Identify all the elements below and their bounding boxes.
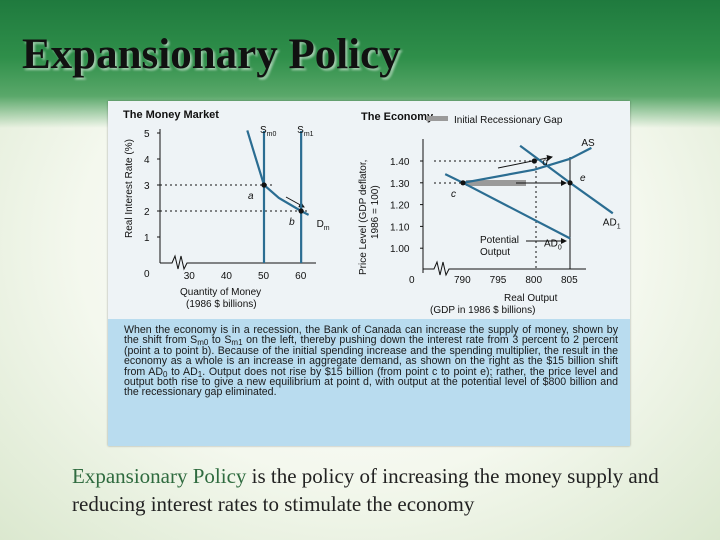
money-point-label-a: a — [248, 191, 254, 202]
definition-text: Expansionary Policy is the policy of inc… — [72, 462, 692, 518]
economy-x-tick-label: 795 — [490, 275, 507, 286]
money-x-axis-label: Quantity of Money — [180, 287, 261, 298]
ad-shift-arrow-1 — [497, 155, 553, 169]
economy-y-tick-label: 1.10 — [390, 222, 410, 233]
money-y-tick-label: 3 — [144, 181, 150, 192]
economy-point-e — [567, 180, 573, 186]
economy-y-axis-label: Price Level (GDP deflator, — [358, 160, 369, 275]
gap-legend-label: Initial Recessionary Gap — [454, 115, 563, 126]
money-x-tick-label: 30 — [184, 271, 196, 282]
economy-x-tick-label: 805 — [561, 275, 578, 286]
economy-chart: The Economy Initial Recessionary Gap Pri… — [358, 111, 621, 316]
money-supply-label-sm0: Sm0 — [260, 125, 277, 138]
gap-legend-swatch — [426, 116, 448, 121]
money-point-label-b: b — [289, 217, 295, 228]
economy-y-tick-label: 1.20 — [390, 201, 410, 212]
economy-curve-label-ad0: AD0 — [544, 238, 562, 251]
caption-sub-2: m1 — [231, 338, 243, 348]
caption-sub-4: 1 — [197, 369, 203, 379]
economy-curve-label-ad1: AD1 — [603, 217, 621, 230]
money-point-a — [261, 182, 267, 188]
economy-y-tick-label: 1.30 — [390, 179, 410, 190]
money-x-tick-label: 60 — [295, 271, 307, 282]
caption-sub-3: 0 — [163, 369, 168, 379]
money-y-tick-label: 2 — [144, 207, 150, 218]
caption-part-2: to S — [208, 334, 232, 347]
money-y-tick-label: 1 — [144, 233, 150, 244]
economy-y-tick-label: 1.00 — [390, 244, 410, 255]
economy-x-axis-label-2: (GDP in 1986 $ billions) — [430, 305, 535, 316]
definition-term: Expansionary Policy — [72, 464, 247, 488]
caption-part-1: When the economy is in a recession, the … — [124, 324, 618, 347]
definition-body: is the policy of increasing the money su… — [72, 464, 659, 516]
economy-curve-ad1 — [519, 144, 614, 215]
economy-point-d — [531, 158, 537, 164]
potential-output-label: Potential — [480, 235, 519, 246]
money-x-tick-label: 50 — [258, 271, 270, 282]
economy-x-tick-label: 790 — [454, 275, 471, 286]
economy-point-label-c: c — [451, 189, 456, 200]
recessionary-gap-bar — [466, 180, 526, 186]
money-demand-label: Dm — [317, 219, 330, 232]
economy-chart-title: The Economy — [361, 111, 434, 123]
money-chart-title: The Money Market — [123, 109, 219, 121]
economy-x-tick-label: 800 — [525, 275, 542, 286]
money-x-axis-label-2: (1986 $ billions) — [186, 299, 257, 310]
economy-point-c — [460, 180, 466, 186]
economy-y-tick-label: 1.40 — [390, 157, 410, 168]
caption-part-4: to AD — [167, 365, 198, 378]
money-x-axis — [160, 254, 316, 271]
economy-point-label-d: d — [542, 157, 548, 168]
money-point-b — [298, 208, 304, 214]
economy-origin-label: 0 — [409, 275, 415, 286]
money-supply-label-sm1: Sm1 — [297, 125, 314, 138]
economy-x-axis — [422, 260, 586, 277]
money-y-tick-label: 5 — [144, 129, 150, 140]
money-y-axis-label: Real Interest Rate (%) — [124, 139, 135, 238]
caption-part-3: on the left, thereby pushing down the in… — [124, 334, 618, 378]
caption-sub-1: m0 — [197, 338, 209, 348]
potential-output-label-2: Output — [480, 247, 510, 258]
economy-curve-as — [462, 146, 592, 184]
money-y-tick-label: 4 — [144, 155, 150, 166]
charts-svg: The Money Market Real Interest Rate (%) … — [123, 109, 621, 316]
caption-text: When the economy is in a recession, the … — [108, 319, 630, 398]
money-market-chart: The Money Market Real Interest Rate (%) … — [123, 109, 330, 310]
money-x-tick-label: 40 — [221, 271, 233, 282]
slide-title: Expansionary Policy — [22, 31, 401, 78]
money-demand-curve — [246, 130, 310, 216]
economy-curve-label-as: AS — [581, 138, 595, 149]
economy-point-label-e: e — [580, 173, 586, 184]
economy-y-axis-label-2: 1986 = 100) — [370, 185, 381, 239]
textbook-figure: The Money Market Real Interest Rate (%) … — [108, 101, 630, 446]
economy-x-axis-label: Real Output — [504, 293, 558, 304]
money-origin-label: 0 — [144, 269, 150, 280]
caption-part-5: . Output does not rise by $15 billion (f… — [124, 365, 619, 399]
figure-caption: When the economy is in a recession, the … — [108, 319, 630, 446]
